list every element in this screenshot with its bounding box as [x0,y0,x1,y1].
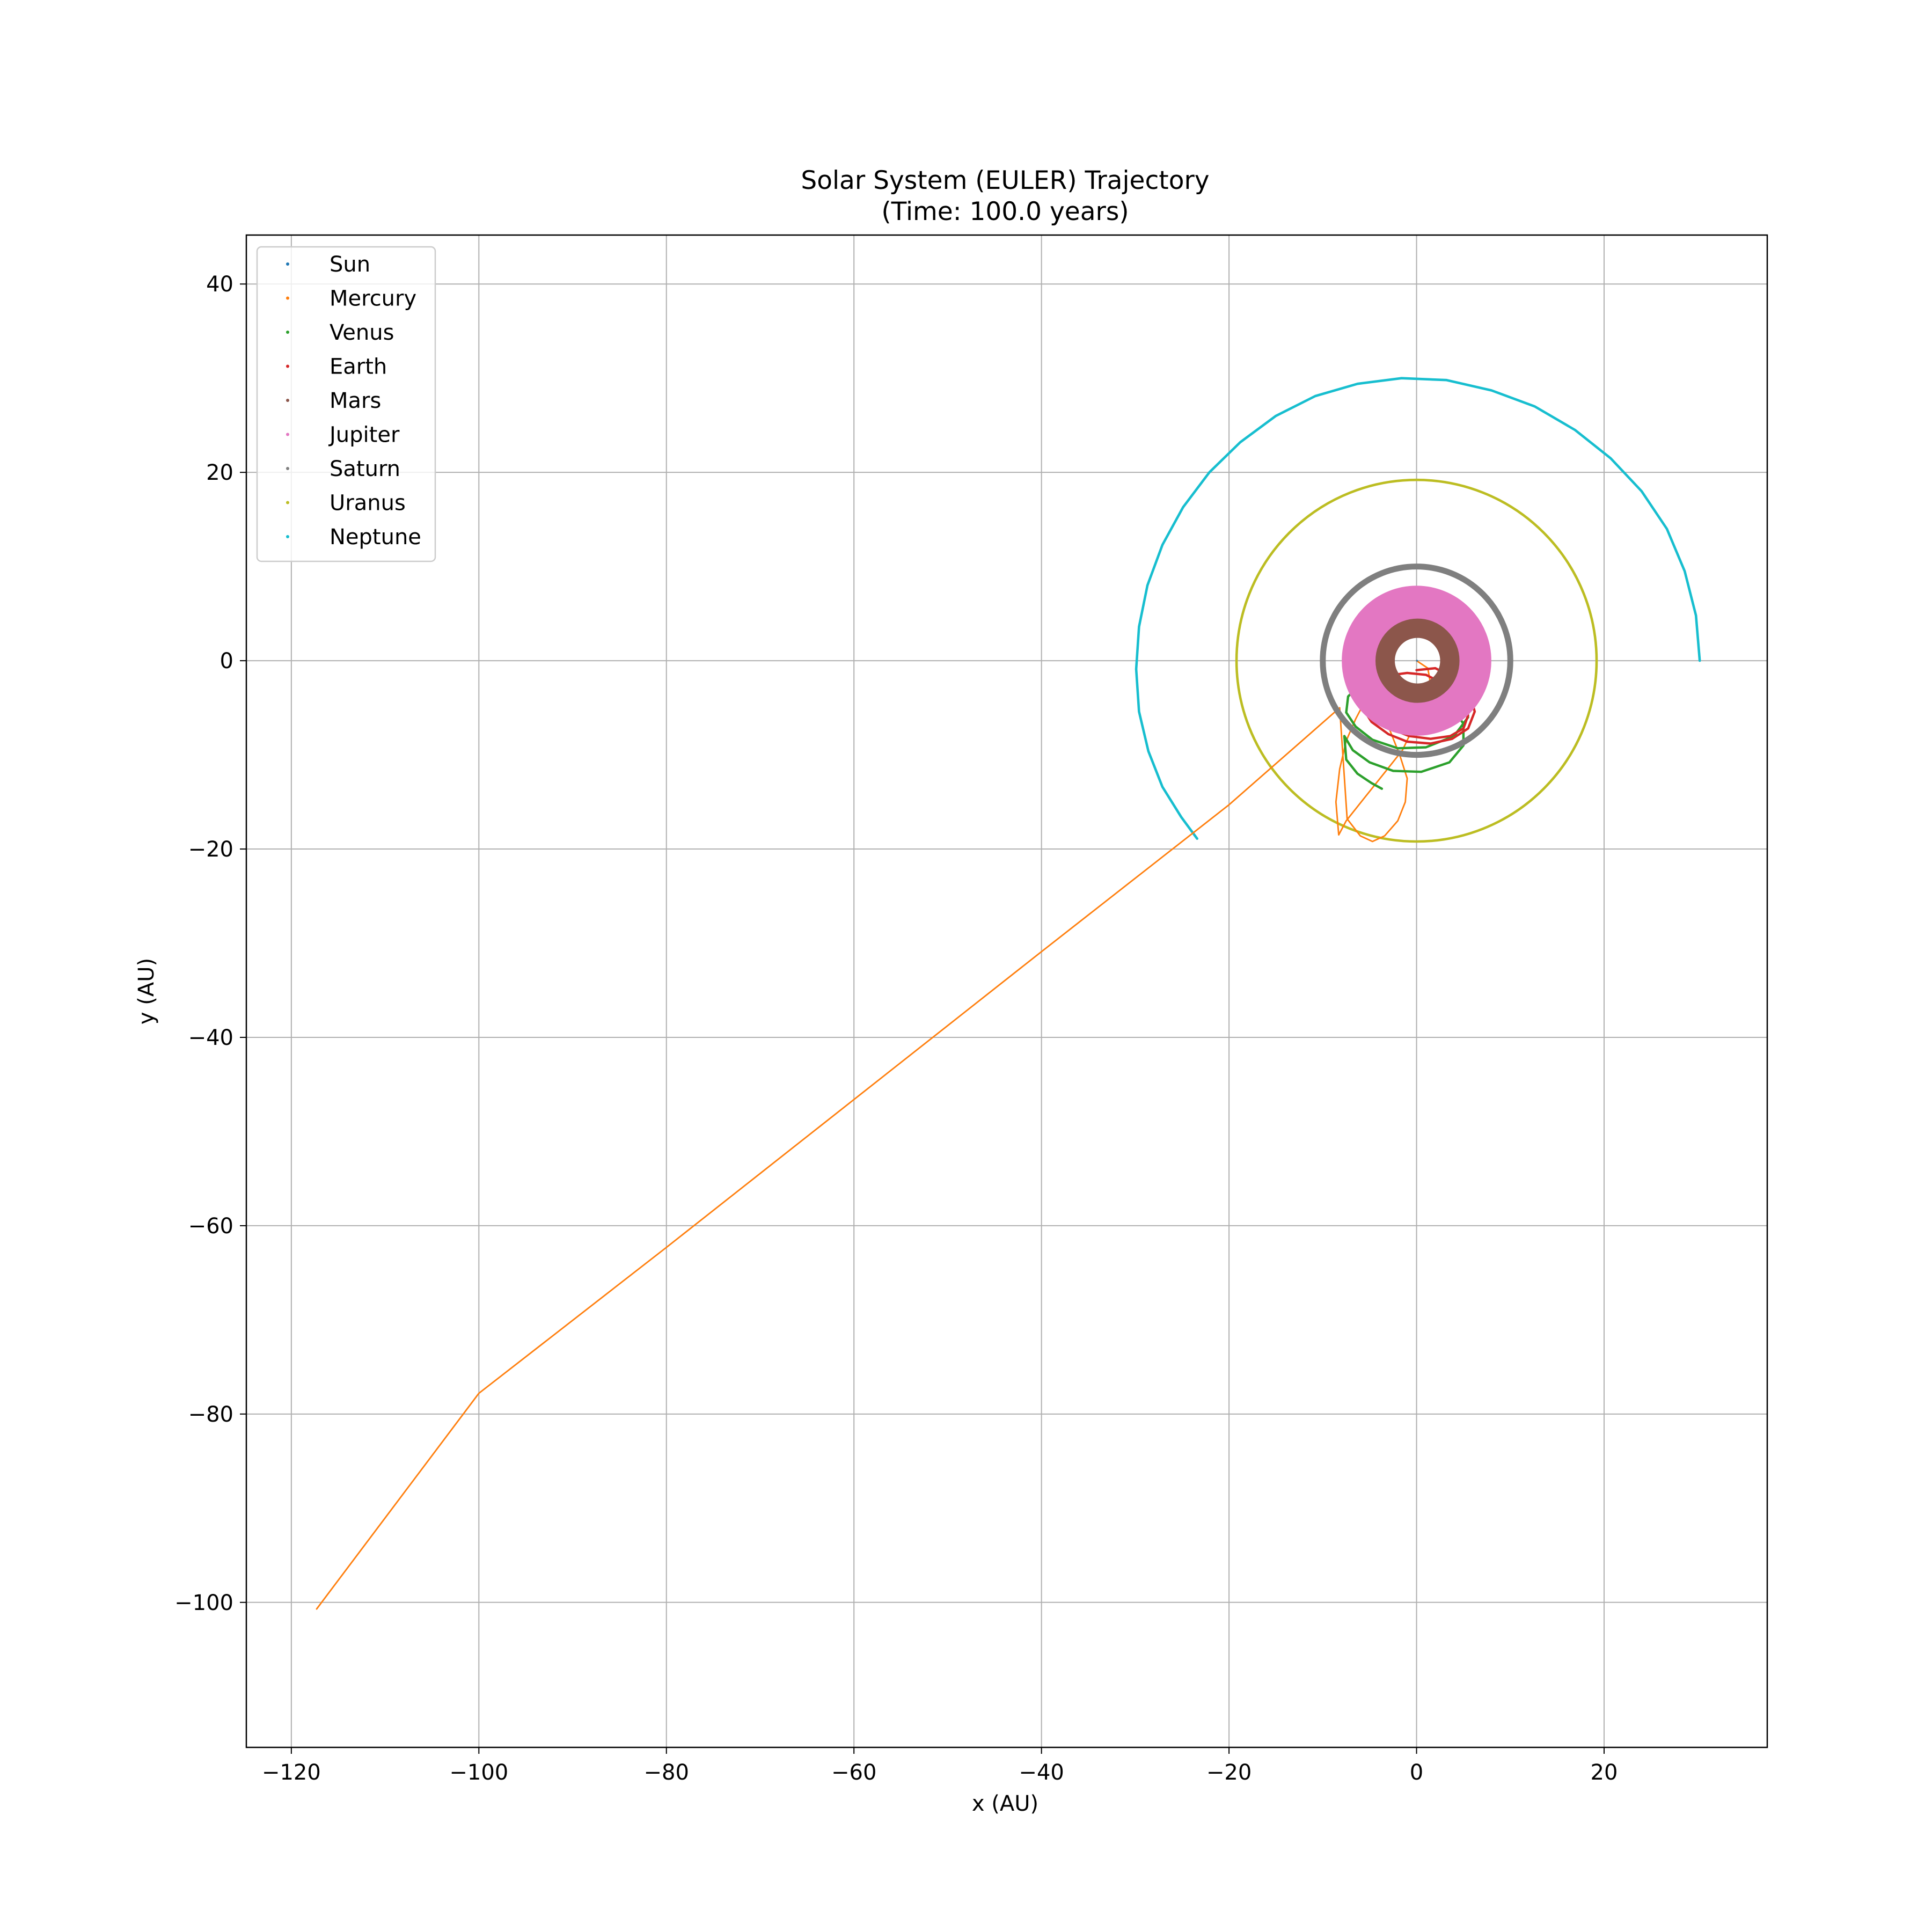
legend-marker-saturn [286,467,289,470]
y-tick-label: 40 [206,272,233,297]
series-uranus [1235,478,1598,843]
legend-marker-earth [286,364,289,368]
y-tick-label: −80 [188,1402,233,1427]
legend-label-saturn: Saturn [330,457,400,481]
legend-marker-jupiter [286,433,289,436]
chart-title: Solar System (EULER) Trajectory [801,166,1209,195]
x-tick-label: 0 [1410,1760,1423,1785]
legend-items: Sun Mercury Venus Earth Mars Jupiter Saturn Ura… [286,252,421,550]
y-tick-label: −100 [174,1591,233,1615]
y-axis-label: y (AU) [134,958,159,1024]
chart-subtitle: (Time: 100.0 years) [881,197,1129,226]
series-saturn [1320,564,1513,758]
y-tick-label: −20 [188,837,233,862]
grid-lines [246,235,1767,1747]
legend-marker-venus [286,331,289,334]
legend: Sun Mercury Venus Earth Mars Jupiter Saturn Ura… [256,246,436,562]
series-sun [1416,660,1418,662]
x-axis-label: x (AU) [972,1791,1038,1816]
x-tick-label: −80 [644,1760,689,1785]
legend-marker-mercury [286,296,289,300]
legend-marker-uranus [286,501,289,504]
series-mars [1375,618,1460,703]
x-tick-label: 20 [1591,1760,1618,1785]
x-tick-label: −60 [831,1760,876,1785]
axis-ticks: −120 −100 −80 −60 −40 −20 0 20 −100 −80 −60 −40 −20 0… [174,272,1618,1785]
legend-label-earth: Earth [330,355,387,379]
legend-box [256,246,436,562]
x-tick-label: −120 [262,1760,321,1785]
legend-marker-neptune [286,535,289,538]
legend-marker-sun [286,262,289,266]
y-tick-label: −60 [188,1214,233,1239]
legend-label-neptune: Neptune [330,525,421,550]
legend-label-uranus: Uranus [330,491,406,516]
legend-label-sun: Sun [330,252,370,277]
y-tick-label: 20 [206,460,233,485]
legend-label-mars: Mars [330,389,381,413]
legend-label-jupiter: Jupiter [328,423,400,448]
plot-frame [245,234,1768,1748]
y-tick-label: 0 [220,649,233,674]
series-layer [316,377,1701,1610]
legend-label-mercury: Mercury [330,287,416,311]
series-neptune [1135,377,1701,840]
series-jupiter [1342,586,1491,736]
x-tick-label: −20 [1206,1760,1252,1785]
legend-label-venus: Venus [330,320,394,345]
y-tick-label: −40 [188,1026,233,1050]
x-tick-label: −100 [449,1760,508,1785]
legend-marker-mars [286,399,289,402]
x-tick-label: −40 [1019,1760,1064,1785]
